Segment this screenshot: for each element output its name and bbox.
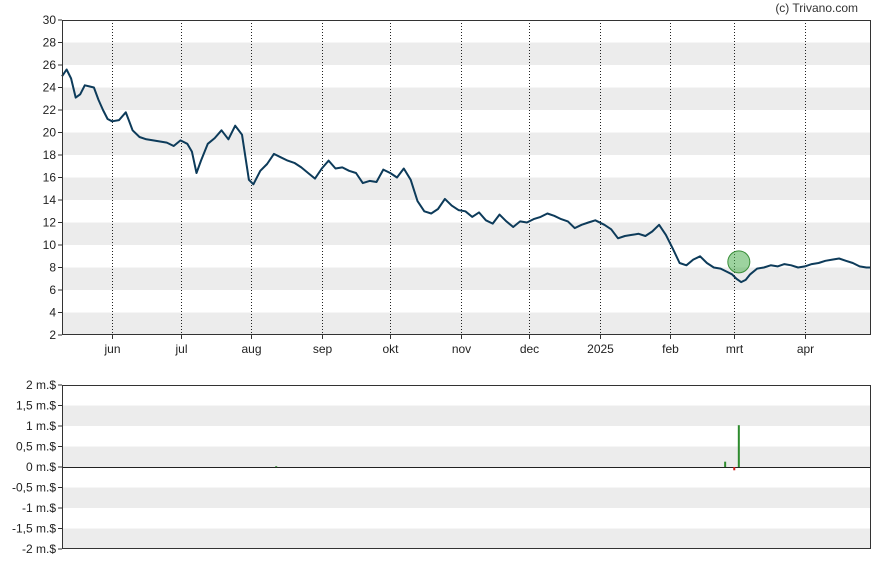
volume-y-grid-band [62,528,871,549]
price-y-tick-label: 14 [43,193,57,207]
x-tick-label: jun [103,342,120,356]
volume-bar [724,461,727,467]
price-y-tick-label: 22 [43,103,57,117]
price-y-grid-band [62,222,871,245]
price-y-tick-label: 6 [49,283,56,297]
price-y-grid-band [62,177,871,200]
price-y-grid-band [62,267,871,290]
volume-y-tick-label: 1 m.$ [26,419,56,433]
volume-bar [737,425,740,467]
price-y-grid-band [62,132,871,155]
volume-y-grid-band [62,405,871,426]
x-tick-label: apr [797,342,814,356]
price-y-grid-band [62,87,871,110]
price-y-tick-label: 30 [43,13,57,27]
volume-y-grid-band [62,487,871,508]
x-tick-label: jul [174,342,187,356]
volume-y-tick-label: 1,5 m.$ [16,399,56,413]
price-line [61,68,871,284]
price-y-tick-label: 20 [43,126,57,140]
volume-y-tick-label: 0 m.$ [26,460,56,474]
volume-y-tick-label: -0,5 m.$ [12,481,56,495]
price-y-grid-band [62,42,871,65]
x-tick-label: aug [241,342,261,356]
credit-text: (c) Trivano.com [775,1,858,15]
price-y-tick-label: 26 [43,58,57,72]
x-tick-label: mrt [726,342,744,356]
price-y-tick-label: 16 [43,171,57,185]
volume-bar [275,466,278,468]
volume-y-tick-label: -1,5 m.$ [12,522,56,536]
price-y-tick-label: 8 [49,261,56,275]
highlight-marker [727,250,751,274]
volume-y-grid-band [62,446,871,467]
price-y-tick-label: 12 [43,216,57,230]
price-y-tick-label: 10 [43,238,57,252]
price-plot-frame [62,20,871,335]
x-tick-label: sep [313,342,333,356]
volume-bar [733,467,736,471]
x-tick-label: nov [452,342,471,356]
x-tick-label: okt [382,342,399,356]
price-y-tick-label: 18 [43,148,57,162]
x-tick-label: feb [662,342,679,356]
volume-y-tick-label: 0,5 m.$ [16,440,56,454]
volume-y-tick-label: -2 m.$ [22,542,56,556]
x-tick-label: dec [520,342,539,356]
price-y-tick-label: 24 [43,81,57,95]
price-y-tick-label: 28 [43,36,57,50]
x-tick-label: 2025 [587,342,614,356]
volume-y-tick-label: -1 m.$ [22,501,56,515]
volume-plot-frame [62,385,871,549]
volume-y-tick-label: 2 m.$ [26,378,56,392]
price-y-tick-label: 4 [49,306,56,320]
price-y-tick-label: 2 [49,328,56,342]
price-y-grid-band [62,312,871,335]
